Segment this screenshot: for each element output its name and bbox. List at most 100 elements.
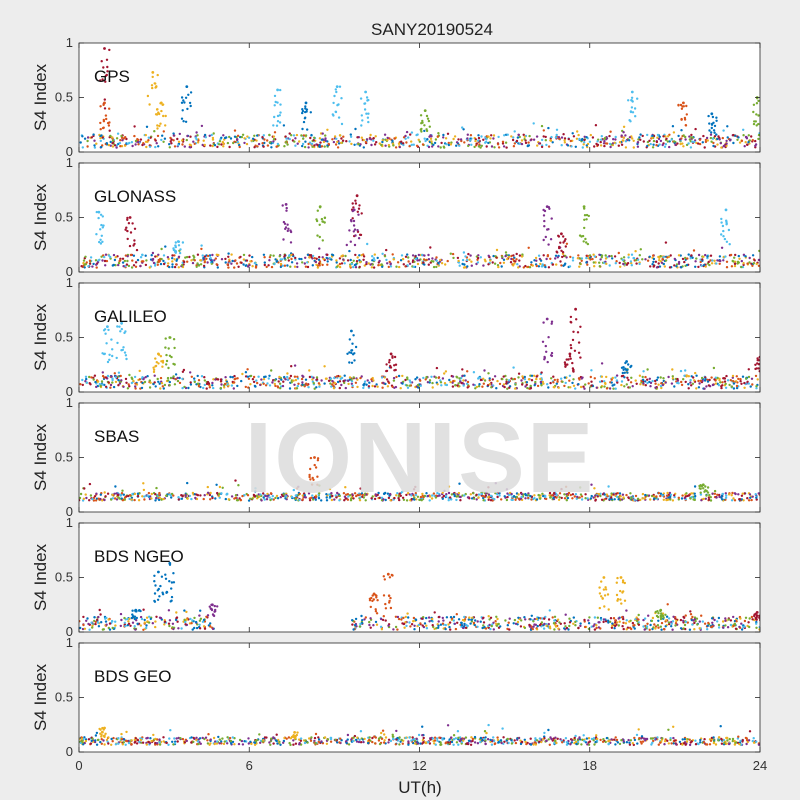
data-point	[755, 385, 758, 388]
data-point	[249, 383, 252, 386]
data-point	[513, 130, 516, 133]
data-point	[501, 255, 504, 258]
data-point	[190, 497, 193, 501]
data-point	[104, 253, 108, 256]
data-point	[492, 628, 495, 631]
data-point	[147, 136, 150, 139]
data-point	[276, 497, 280, 500]
y-tick-label: 1	[66, 155, 73, 170]
data-point	[642, 625, 645, 628]
data-point	[330, 258, 333, 261]
data-point	[599, 494, 602, 498]
data-point	[583, 207, 586, 210]
data-point	[345, 243, 348, 247]
data-point	[542, 627, 546, 630]
data-point	[540, 138, 544, 142]
data-point	[107, 143, 111, 147]
data-point	[100, 60, 103, 63]
data-point	[202, 497, 205, 501]
data-point	[404, 615, 407, 619]
data-point	[687, 387, 690, 390]
data-point	[492, 134, 496, 137]
data-point	[214, 257, 217, 260]
data-point	[233, 135, 237, 138]
data-point	[500, 498, 503, 501]
data-point	[529, 387, 533, 390]
data-point	[655, 140, 659, 144]
data-point	[701, 141, 704, 144]
data-point	[295, 133, 299, 137]
data-point	[290, 261, 294, 264]
data-point	[745, 377, 748, 380]
data-point	[172, 375, 175, 378]
data-point	[339, 141, 343, 145]
data-point	[698, 484, 701, 488]
data-point	[256, 145, 259, 148]
data-point	[372, 379, 375, 382]
data-point	[121, 139, 124, 142]
data-point	[377, 491, 380, 495]
data-point	[448, 625, 451, 629]
data-point	[333, 135, 337, 138]
data-point	[756, 359, 759, 362]
data-point	[673, 494, 676, 497]
data-point	[541, 265, 544, 268]
data-point	[330, 385, 333, 388]
data-point	[757, 137, 760, 141]
data-point	[564, 245, 567, 248]
data-point	[357, 207, 361, 210]
data-point	[757, 114, 760, 117]
data-point	[484, 140, 488, 144]
data-point	[276, 101, 279, 104]
data-point	[527, 265, 530, 269]
data-point	[547, 126, 550, 130]
data-point	[751, 264, 754, 267]
data-point	[725, 494, 728, 497]
data-point	[548, 625, 552, 628]
data-point	[436, 135, 439, 138]
data-point	[282, 124, 286, 127]
data-point	[699, 379, 702, 382]
data-point	[88, 262, 92, 265]
data-point	[628, 136, 632, 139]
data-point	[684, 614, 687, 617]
data-point	[99, 139, 103, 143]
data-point	[127, 383, 130, 386]
data-point	[251, 378, 255, 381]
data-point	[748, 625, 751, 629]
data-point	[634, 379, 637, 382]
data-point	[543, 355, 546, 359]
data-point	[93, 146, 97, 149]
data-point	[487, 263, 490, 266]
data-point	[349, 499, 353, 502]
data-point	[506, 492, 509, 495]
data-point	[338, 257, 342, 260]
data-point	[292, 134, 296, 137]
data-point	[193, 142, 196, 145]
data-point	[634, 115, 637, 118]
data-point	[336, 380, 340, 384]
data-point	[100, 380, 104, 383]
data-point	[662, 498, 665, 501]
data-point	[126, 259, 129, 263]
data-point	[659, 625, 662, 628]
data-point	[450, 498, 453, 501]
data-point	[697, 265, 700, 269]
data-point	[180, 497, 184, 500]
data-point	[309, 136, 312, 140]
data-point	[574, 493, 578, 496]
data-point	[740, 139, 744, 143]
data-point	[693, 616, 697, 619]
data-point	[702, 487, 705, 490]
data-point	[704, 265, 707, 268]
data-point	[273, 115, 276, 119]
data-point	[677, 104, 680, 107]
data-point	[133, 239, 136, 242]
data-point	[641, 492, 645, 496]
data-point	[563, 139, 566, 142]
data-point	[445, 143, 448, 146]
data-point	[342, 380, 345, 383]
data-point	[458, 482, 461, 485]
data-point	[348, 338, 351, 341]
data-point	[527, 493, 530, 497]
